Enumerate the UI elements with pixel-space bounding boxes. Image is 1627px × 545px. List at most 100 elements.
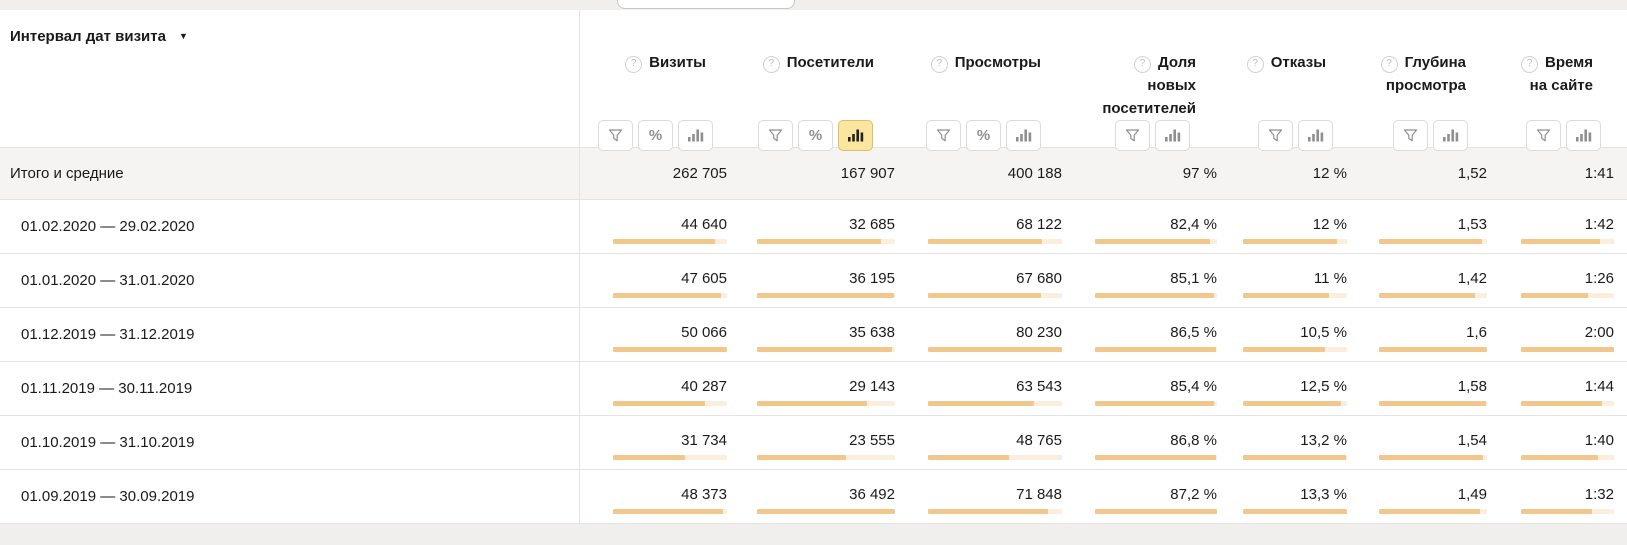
value-bar-track (1379, 509, 1487, 514)
value-bar-track (1095, 293, 1217, 298)
totals-value: 1,52 (1457, 164, 1487, 182)
metric-value: 36 492 (849, 486, 895, 503)
dimension-header-cell: Интервал дат визита ▼ (0, 10, 580, 163)
value-bar-track (1379, 347, 1487, 352)
chart-button[interactable] (1155, 120, 1190, 151)
chart-button[interactable] (678, 120, 713, 151)
metric-value-cell: 1:42 (1500, 200, 1627, 253)
metric-column-header: ? Глубина просмотра (1360, 10, 1500, 163)
metric-toolbar (1526, 120, 1601, 151)
metric-value: 85,1 % (1170, 270, 1217, 287)
filter-button[interactable] (758, 120, 793, 151)
value-bar-fill (757, 347, 892, 352)
value-bar-track (1379, 239, 1487, 244)
page-bottom-band (0, 523, 1627, 545)
metric-label: Просмотры (954, 54, 1041, 71)
metric-value: 1,53 (1457, 216, 1487, 233)
totals-value: 400 188 (1007, 164, 1062, 182)
metric-value-cell: 48 373 (580, 470, 740, 523)
metric-column-title[interactable]: ? Глубина просмотра (1380, 28, 1466, 97)
help-icon[interactable]: ? (1246, 56, 1264, 73)
help-icon[interactable]: ? (1134, 56, 1152, 73)
value-bar-track (1243, 239, 1347, 244)
metric-value: 2:00 (1584, 324, 1614, 341)
help-icon[interactable]: ? (762, 56, 780, 73)
filter-button[interactable] (598, 120, 633, 151)
chart-button[interactable] (1297, 120, 1333, 151)
metric-value: 29 143 (849, 378, 895, 395)
row-date-range: 01.02.2020 — 29.02.2020 (0, 200, 580, 253)
metric-value: 32 685 (849, 216, 895, 233)
filter-button[interactable] (1257, 120, 1293, 151)
metric-value: 35 638 (849, 324, 895, 341)
help-icon[interactable]: ? (1521, 56, 1538, 73)
metric-value-cell: 36 195 (740, 254, 908, 307)
value-bar-track (928, 347, 1062, 352)
percent-button[interactable]: % (966, 120, 1001, 151)
metric-value: 1:26 (1584, 270, 1614, 287)
metric-column-title[interactable]: ? Доля новых посетителей (1102, 28, 1196, 120)
metric-value-cell: 80 230 (908, 308, 1075, 361)
value-bar-track (1095, 401, 1217, 406)
table-row: 01.10.2019 — 31.10.2019 31 734 23 555 48… (0, 416, 1627, 470)
filter-button[interactable] (1526, 120, 1561, 151)
value-bar-fill (757, 293, 894, 298)
filter-button[interactable] (926, 120, 961, 151)
help-icon[interactable]: ? (930, 56, 948, 73)
metric-value-cell: 32 685 (740, 200, 908, 253)
table-row: 01.02.2020 — 29.02.2020 44 640 32 685 68… (0, 200, 1627, 254)
metric-label: Время на сайте (1529, 54, 1593, 94)
metric-value: 1:32 (1584, 486, 1614, 503)
value-bar-track (1095, 509, 1217, 514)
filter-button[interactable] (1115, 120, 1150, 151)
row-date-range: 01.12.2019 — 31.12.2019 (0, 308, 580, 361)
value-bar-fill (1095, 509, 1217, 514)
filter-funnel-icon (936, 129, 951, 142)
truncated-top-control (617, 0, 795, 9)
table-row: 01.09.2019 — 30.09.2019 48 373 36 492 71… (0, 470, 1627, 524)
percent-button[interactable]: % (798, 120, 833, 151)
percent-icon: % (648, 127, 663, 144)
totals-label: Итого и средние (0, 148, 580, 199)
totals-value-cell: 1:41 (1500, 148, 1627, 199)
chart-button[interactable] (838, 120, 873, 151)
metric-column-title[interactable]: ? Визиты (625, 28, 706, 74)
value-bar-track (613, 293, 727, 298)
metric-column-title[interactable]: ? Просмотры (930, 28, 1041, 74)
metric-value-cell: 35 638 (740, 308, 908, 361)
metric-column-title[interactable]: ? Посетители (762, 28, 874, 74)
chart-button[interactable] (1006, 120, 1041, 151)
value-bar-track (928, 455, 1062, 460)
bar-chart-icon (848, 129, 864, 142)
metric-value: 87,2 % (1170, 486, 1217, 503)
page-top-band (0, 0, 1627, 10)
help-icon[interactable]: ? (625, 56, 643, 73)
chevron-down-icon: ▼ (178, 31, 188, 41)
help-icon[interactable]: ? (1380, 56, 1398, 73)
value-bar-fill (757, 509, 895, 514)
metric-value-cell: 1,42 (1360, 254, 1500, 307)
value-bar-fill (928, 455, 1010, 460)
value-bar-track (928, 293, 1062, 298)
metric-column-title[interactable]: ? Время на сайте (1521, 28, 1593, 97)
value-bar-fill (1243, 239, 1337, 244)
filter-button[interactable] (1392, 120, 1428, 151)
value-bar-track (613, 239, 727, 244)
value-bar-track (1095, 239, 1217, 244)
value-bar-fill (928, 347, 1062, 352)
dimension-selector[interactable]: Интервал дат визита ▼ (10, 28, 188, 45)
bar-chart-icon (1576, 129, 1592, 142)
metric-value-cell: 36 492 (740, 470, 908, 523)
value-bar-fill (928, 509, 1049, 514)
value-bar-fill (1243, 293, 1329, 298)
metric-column-title[interactable]: ? Отказы (1246, 28, 1326, 74)
metric-value: 48 373 (681, 486, 727, 503)
value-bar-track (757, 239, 895, 244)
metric-value-cell: 86,5 % (1075, 308, 1230, 361)
chart-button[interactable] (1432, 120, 1468, 151)
chart-button[interactable] (1566, 120, 1601, 151)
value-bar-track (928, 509, 1062, 514)
metric-value-cell: 48 765 (908, 416, 1075, 469)
value-bar-fill (1243, 509, 1347, 514)
percent-button[interactable]: % (638, 120, 673, 151)
